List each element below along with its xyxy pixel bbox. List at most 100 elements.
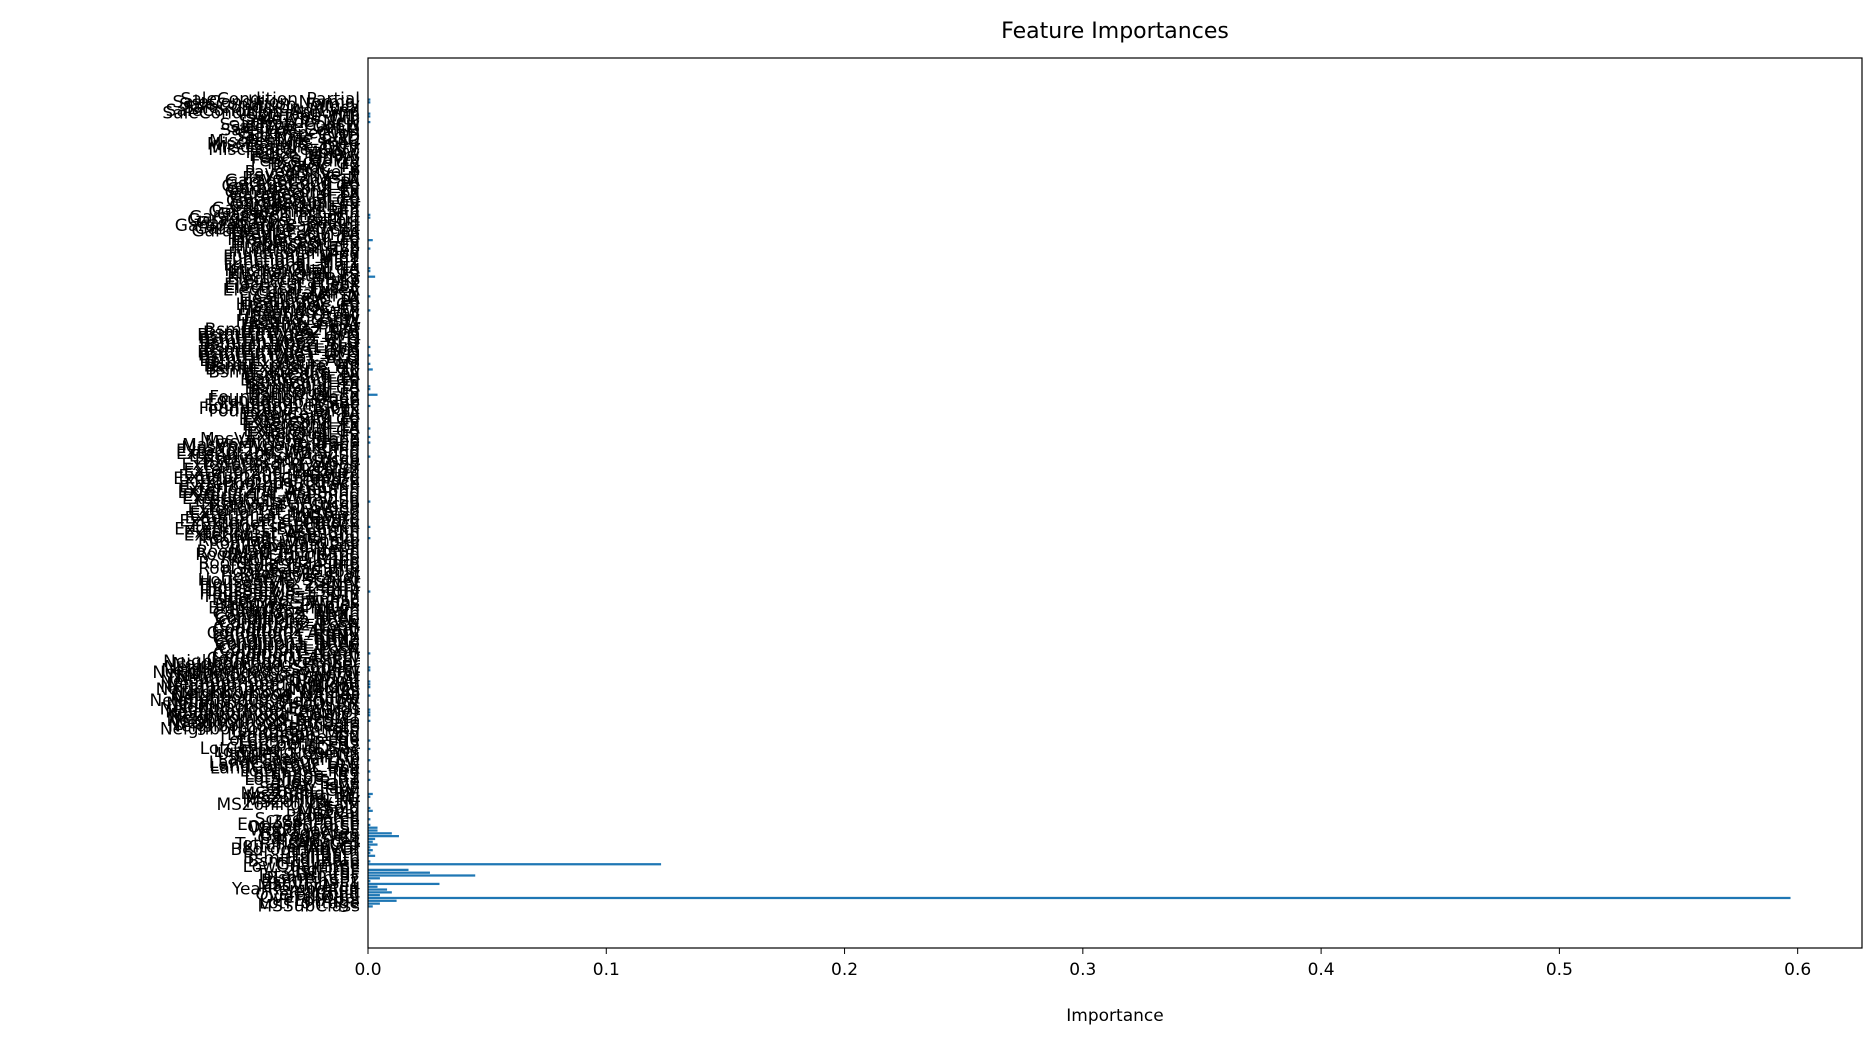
y-tick-label: Condition2_PosA [219, 615, 360, 635]
y-tick-label: SaleCondition_Family [179, 95, 360, 115]
bar [368, 849, 373, 852]
y-tick-label: Exterior2nd_Wd Sdng [176, 444, 360, 464]
y-tick-label: Neighborhood_Blmngtn [160, 719, 360, 739]
bar [368, 840, 373, 843]
y-tick-label: Condition1_RRAn [214, 632, 360, 652]
bar [368, 441, 371, 444]
y-tick-label: Street_Grvl [265, 781, 360, 801]
bar [368, 500, 371, 503]
y-tick-label: RoofStyle_Gable [221, 562, 360, 582]
y-tick-label: LandSlope_Mod [227, 725, 360, 745]
y-tick-label: Exterior1st_BrkComm [174, 520, 360, 540]
bar [368, 843, 378, 846]
y-tick-label: RoofMatl_WdShake [198, 531, 360, 551]
y-tick-label: RoofMatl_WdShngl [202, 528, 360, 548]
y-tick-label: SaleCondition_Abnorml [162, 104, 360, 124]
y-tick-label: BsmtQual_Fa [250, 382, 360, 402]
y-tick-label: Alley_Pave [269, 773, 360, 793]
y-tick-label: GarageType_CarPort [187, 210, 360, 230]
y-tick-label: GarageArea [259, 823, 360, 843]
y-tick-label: Foundation_Slab [220, 393, 360, 413]
y-tick-label: Functional_Sev [233, 241, 360, 261]
y-tick-label: GarageQual_TA [229, 185, 360, 205]
bar [368, 309, 371, 312]
y-tick-label: MoSold [298, 801, 360, 821]
y-tick-label: HouseStyle_1Story [200, 582, 360, 602]
y-tick-label: HouseStyle_1.5Fin [204, 587, 360, 607]
bar [368, 854, 376, 857]
bar [368, 863, 662, 866]
bar [368, 216, 371, 219]
y-tick-label: Foundation_BrkTil [209, 402, 360, 422]
y-tick-label: MiscVal [297, 804, 360, 824]
y-tick-label: Neighborhood_NoRidge [160, 677, 360, 697]
y-tick-label: Utilities_NoSeWa [217, 745, 360, 765]
y-tick-label: Neighborhood_Blueste [168, 716, 360, 736]
bar [368, 874, 476, 877]
y-tick-label: RoofMatl_Tar&Grv [209, 534, 360, 554]
y-tick-label: GarageCond_Fa [227, 180, 360, 200]
y-tick-label: KitchenQual_Fa [230, 264, 360, 284]
y-tick-label: Exterior2nd_Wd Shng [176, 441, 360, 461]
y-tick-label: YrSold [305, 798, 360, 818]
y-tick-label: OverallQual [260, 888, 360, 908]
y-tick-label: Heating_Wall [249, 303, 360, 323]
bar [368, 213, 371, 216]
y-tick-label: BsmtFinSF1 [261, 874, 360, 894]
chart-title: Feature Importances [1001, 19, 1229, 44]
y-tick-label: MasVnrType_BrkCmn [181, 438, 360, 458]
y-tick-label: BsmtCond_Fa [245, 374, 360, 394]
bar [368, 269, 371, 273]
y-tick-label: Exterior1st_Stucco [201, 494, 360, 514]
y-tick-label: FireplaceQu_TA [231, 225, 361, 245]
y-tick-label: BsmtFullBath [248, 851, 360, 871]
y-tick-label: FullBath [291, 846, 360, 866]
y-tick-label: MSZoning_RL [246, 787, 361, 807]
y-tick-label: Neighborhood_StoneBr [164, 657, 360, 677]
bar [368, 902, 380, 905]
y-tick-label: LotConfig_CulDSac [200, 739, 360, 759]
y-tick-label: BsmtFinType2_LwQ [197, 326, 360, 346]
y-tick-label: GarageType_Attchd [195, 219, 360, 239]
y-tick-label: BldgType_1Fam [228, 601, 360, 621]
bar [368, 404, 371, 408]
bar [368, 899, 397, 902]
y-tick-label: TotalBsmtSF [255, 865, 360, 885]
bar [368, 98, 371, 101]
bar [368, 795, 371, 798]
y-tick-label: Exterior1st_CemntBd [179, 511, 360, 531]
y-tick-label: BsmtCond_Po [244, 368, 360, 388]
y-tick-label: Neighborhood_IDOTRR [166, 694, 360, 714]
y-tick-label: Neighborhood_BrDale [174, 714, 360, 734]
y-tick-label: PoolQC_Gd [267, 154, 360, 174]
y-tick-label: Functional_Maj1 [223, 255, 360, 275]
y-tick-label: ExterQual_Gd [243, 421, 360, 441]
y-tick-label: BsmtFinType1_LwQ [197, 343, 360, 363]
y-tick-label: Fence_GdPrv [251, 151, 360, 171]
y-tick-label: Exterior2nd_HdBoard [179, 466, 360, 486]
y-tick-label: Heating_OthW [237, 306, 360, 326]
y-tick-label: SaleCondition_Partial [181, 90, 360, 110]
bars [368, 98, 1791, 908]
y-tick-label: Neighborhood_Crawfor [165, 702, 360, 722]
y-tick-label: RoofMatl_ClyTile [221, 548, 360, 568]
y-tick-label: Exterior2nd_CmentBd [173, 469, 360, 489]
y-tick-label: Fence_GdWo [251, 149, 360, 169]
y-tick-label: GarageCars [260, 826, 361, 846]
y-tick-label: Exterior1st_Stone [209, 497, 360, 517]
y-tick-label: Neighborhood_SWISU [176, 669, 360, 689]
y-tick-label: FireplaceQu_Gd [227, 230, 360, 250]
bar [368, 112, 371, 115]
y-tick-label: BsmtFinType1_BLQ [199, 348, 360, 368]
y-tick-label: Functional_Min1 [223, 250, 360, 270]
y-tick-label: SaleCondition_AdjLand [166, 101, 360, 121]
y-tick-label: Neighborhood_MeadowV [150, 691, 361, 711]
y-tick-label: SaleType_ConLD [220, 121, 360, 141]
y-tick-label: LandContour_Bnk [210, 759, 360, 779]
y-tick-label: Exterior2nd_ImStucc [184, 463, 360, 483]
y-tick-label: LotShape_IR3 [244, 764, 360, 784]
y-tick-label: LotShape_IR1 [244, 770, 360, 790]
y-tick-label: LandContour_Lvl [218, 750, 360, 770]
